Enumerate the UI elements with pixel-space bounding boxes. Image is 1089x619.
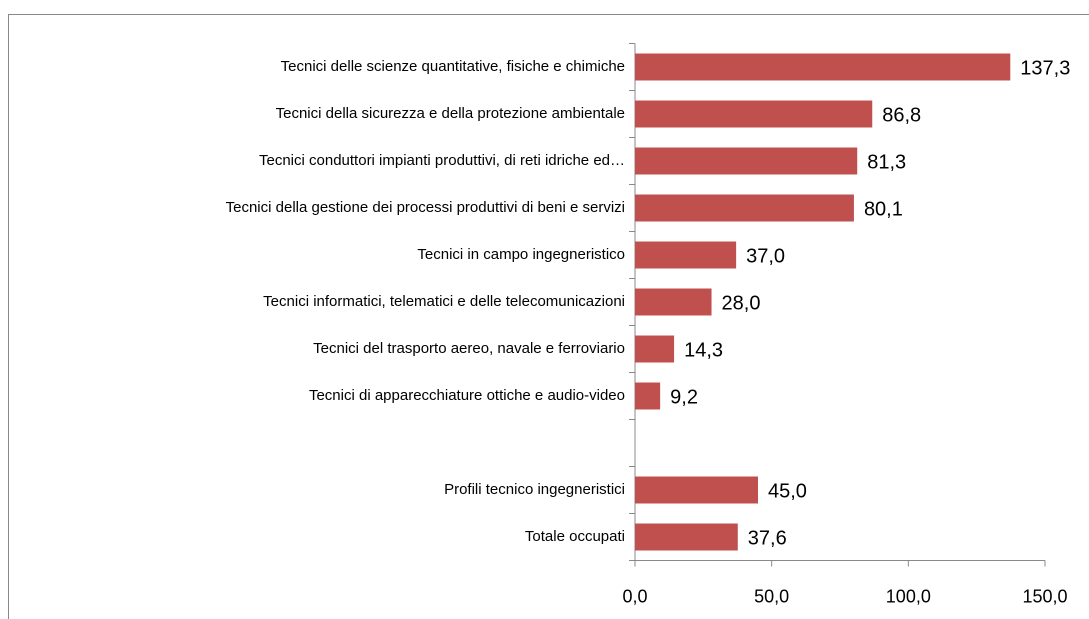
y-tick-label: Tecnici conduttori impianti produttivi, … bbox=[259, 152, 625, 169]
y-tick-label: Tecnici delle scienze quantitative, fisi… bbox=[281, 58, 625, 75]
bar bbox=[635, 194, 854, 222]
data-label: 137,3 bbox=[1020, 57, 1070, 79]
chart-frame bbox=[8, 14, 1089, 619]
bar bbox=[635, 147, 858, 175]
y-tick-label: Tecnici informatici, telematici e delle … bbox=[263, 293, 625, 310]
bar bbox=[635, 476, 758, 504]
bar bbox=[635, 53, 1011, 81]
x-tick-label: 50,0 bbox=[754, 586, 789, 606]
data-label: 81,3 bbox=[867, 151, 906, 173]
y-tick-label: Profili tecnico ingegneristici bbox=[444, 481, 625, 498]
bar bbox=[635, 100, 873, 128]
data-label: 80,1 bbox=[864, 198, 903, 220]
y-tick-label: Tecnici della gestione dei processi prod… bbox=[226, 199, 625, 216]
bar bbox=[635, 241, 737, 269]
data-label: 28,0 bbox=[722, 292, 761, 314]
y-tick-label: Tecnici della sicurezza e della protezio… bbox=[276, 105, 625, 122]
x-tick-label: 150,0 bbox=[1022, 586, 1067, 606]
x-tick-label: 0,0 bbox=[622, 586, 647, 606]
y-tick-label: Tecnici di apparecchiature ottiche e aud… bbox=[309, 387, 625, 404]
data-label: 45,0 bbox=[768, 480, 807, 502]
bar bbox=[635, 288, 712, 316]
bar bbox=[635, 335, 675, 363]
data-label: 37,6 bbox=[748, 527, 787, 549]
y-tick-label: Tecnici in campo ingegneristico bbox=[417, 246, 625, 263]
data-label: 86,8 bbox=[882, 104, 921, 126]
y-tick-label: Tecnici del trasporto aereo, navale e fe… bbox=[313, 340, 625, 357]
data-label: 37,0 bbox=[746, 245, 785, 267]
bar bbox=[635, 523, 738, 551]
data-label: 9,2 bbox=[670, 386, 698, 408]
y-tick-label: Totale occupati bbox=[525, 528, 625, 545]
bar bbox=[635, 382, 661, 410]
data-label: 14,3 bbox=[684, 339, 723, 361]
x-tick-label: 100,0 bbox=[886, 586, 931, 606]
